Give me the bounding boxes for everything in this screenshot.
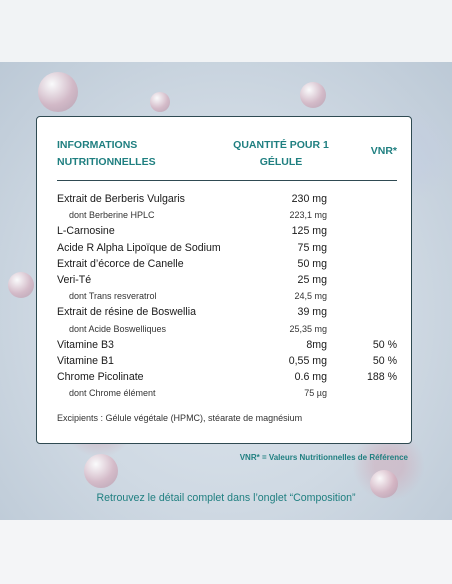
ingredient-vnr: 50 %: [372, 338, 397, 351]
ingredient-quantity: 0,55 mg: [288, 354, 327, 367]
molecule-decoration: [150, 92, 170, 112]
table-row: Vitamine B1 0,55 mg 50 %: [37, 355, 411, 371]
ingredient-quantity: 75 µg: [304, 388, 327, 399]
table-row: dont Trans resveratrol 24,5 mg: [37, 290, 411, 306]
ingredient-name: Acide R Alpha Lipoïque de Sodium: [57, 241, 221, 254]
ingredient-name: L-Carnosine: [57, 225, 115, 238]
vnr-legend: VNR* = Valeurs Nutritionnelles de Référe…: [239, 453, 408, 462]
ingredient-name: Chrome Picolinate: [57, 371, 144, 384]
table-row: dont Acide Boswelliques 25,35 mg: [37, 323, 411, 339]
ingredient-vnr: 188 %: [366, 371, 397, 384]
ingredient-quantity: 24,5 mg: [294, 291, 327, 302]
ingredient-quantity: 25,35 mg: [289, 323, 327, 334]
table-row: Vitamine B3 8mg 50 %: [37, 339, 411, 355]
bottom-band: [0, 520, 452, 584]
ingredient-quantity: 25 mg: [297, 273, 327, 286]
ingredient-quantity: 8mg: [306, 338, 327, 351]
ingredient-quantity: 75 mg: [297, 241, 327, 254]
table-row: Chrome Picolinate 0.6 mg 188 %: [37, 371, 411, 387]
molecule-decoration: [370, 470, 398, 498]
header-divider: [57, 180, 397, 181]
ingredient-name: Extrait de résine de Boswellia: [57, 306, 196, 319]
ingredient-quantity: 39 mg: [297, 306, 327, 319]
molecule-decoration: [84, 454, 118, 488]
table-row: dont Chrome élément 75 µg: [37, 387, 411, 403]
ingredient-name: dont Berberine HPLC: [69, 210, 155, 221]
ingredient-name: Veri-Té: [57, 273, 92, 286]
ingredient-name: dont Chrome élément: [69, 388, 156, 399]
ingredient-quantity: 125 mg: [291, 225, 327, 238]
excipients-text: Excipients : Gélule végétale (HPMC), sté…: [57, 413, 303, 423]
ingredient-quantity: 230 mg: [291, 193, 327, 205]
header-quantite: QUANTITÉ POUR 1 GÉLULE: [233, 139, 329, 168]
ingredient-name: Vitamine B1: [57, 354, 114, 367]
table-row: Extrait d’écorce de Canelle 50 mg: [37, 258, 411, 274]
ingredient-quantity: 0.6 mg: [294, 371, 327, 384]
nutrition-table: INFORMATIONS NUTRITIONNELLES QUANTITÉ PO…: [36, 116, 412, 444]
header-vnr: VNR*: [370, 145, 397, 157]
table-body: Extrait de Berberis Vulgaris 230 mg dont B…: [37, 193, 411, 403]
table-row: dont Berberine HPLC 223,1 mg: [37, 209, 411, 225]
ingredient-name: Extrait d’écorce de Canelle: [57, 257, 184, 270]
table-row: L-Carnosine 125 mg: [37, 225, 411, 241]
ingredient-name: Vitamine B3: [57, 338, 114, 351]
composition-note: Retrouvez le détail complet dans l’ongle…: [96, 492, 356, 504]
ingredient-quantity: 50 mg: [297, 257, 327, 270]
ingredient-quantity: 223,1 mg: [289, 210, 327, 221]
molecule-decoration: [8, 272, 34, 298]
table-row: Veri-Té 25 mg: [37, 274, 411, 290]
table-row: Extrait de résine de Boswellia 39 mg: [37, 306, 411, 322]
header-informations: INFORMATIONS NUTRITIONNELLES: [57, 139, 156, 168]
ingredient-name: dont Acide Boswelliques: [69, 323, 167, 334]
ingredient-name: Extrait de Berberis Vulgaris: [57, 193, 185, 205]
molecule-decoration: [300, 82, 326, 108]
table-row: Extrait de Berberis Vulgaris 230 mg: [37, 193, 411, 209]
molecule-decoration: [38, 72, 78, 112]
ingredient-vnr: 50 %: [372, 354, 397, 367]
table-row: Acide R Alpha Lipoïque de Sodium 75 mg: [37, 242, 411, 258]
ingredient-name: dont Trans resveratrol: [69, 291, 157, 302]
